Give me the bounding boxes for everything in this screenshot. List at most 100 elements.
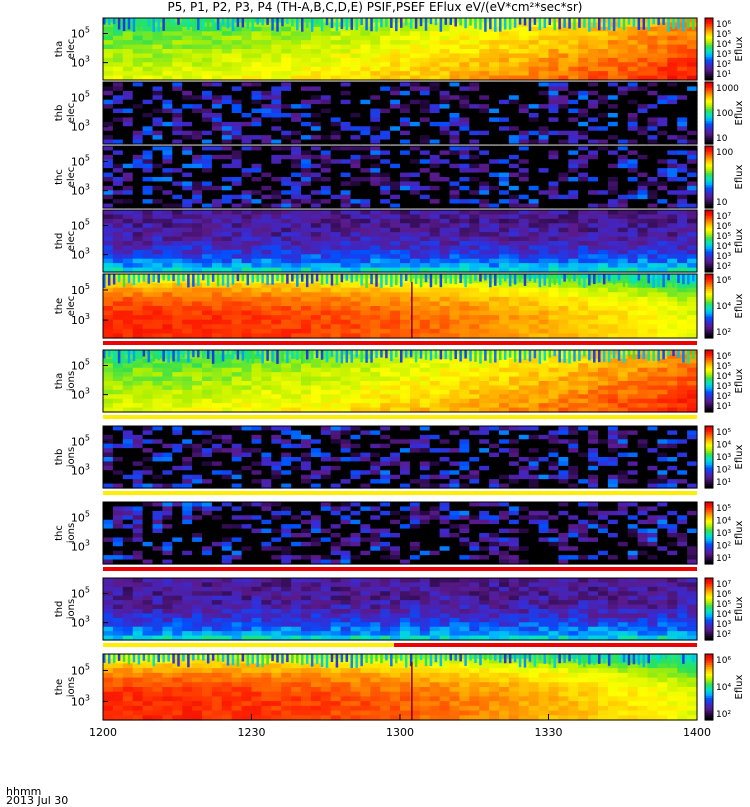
heatmap-cell [588,237,599,242]
heatmap-cell [390,250,401,255]
heatmap-cell [440,301,451,306]
heatmap-cell [539,190,550,195]
heatmap-cell [222,100,233,105]
heatmap-cell [360,199,371,204]
heatmap-cell [261,150,272,155]
heatmap-cell [123,228,134,233]
heatmap-cell [133,86,144,91]
heatmap-cell [598,49,609,54]
heatmap-cell [153,104,164,109]
heatmap-cell [608,368,619,373]
heatmap-cell [281,27,292,32]
heatmap-cell [608,164,619,169]
heatmap-cell [390,131,401,136]
heatmap-cell [341,40,352,45]
heatmap-cell [321,31,332,36]
heatmap-cell [608,263,619,268]
heatmap-cell [143,228,154,233]
heatmap-cell [331,49,342,54]
heatmap-cell [430,40,441,45]
heatmap-cell [410,131,421,136]
heatmap-cell [380,288,391,293]
heatmap-cell [242,40,253,45]
heatmap-cell [291,173,302,178]
heatmap-cell [331,113,342,118]
heatmap-cell [400,104,411,109]
heatmap-cell [311,173,322,178]
heatmap-cell [489,324,500,329]
heatmap-cell [370,223,381,228]
heatmap-cell [529,177,540,182]
heatmap-cell [281,372,292,377]
heatmap-cell [162,36,173,41]
heatmap-cell [598,288,609,293]
heatmap-cell [578,45,589,50]
heatmap-cell [588,219,599,224]
heatmap-cell [311,228,322,233]
heatmap-cell [479,177,490,182]
heatmap-cell [321,311,332,316]
heatmap-fringe [242,274,245,281]
heatmap-cell [430,214,441,219]
heatmap-cell [232,150,243,155]
heatmap-cell [687,186,698,191]
heatmap-cell [588,368,599,373]
heatmap-cell [311,199,322,204]
heatmap-cell [133,199,144,204]
heatmap-cell [608,219,619,224]
heatmap-cell [578,146,589,151]
heatmap-cell [153,109,164,114]
heatmap-cell [440,86,451,91]
heatmap-cell [360,250,371,255]
heatmap-cell [390,164,401,169]
heatmap-cell [261,109,272,114]
heatmap-cell [212,181,223,186]
heatmap-fringe [648,274,651,283]
heatmap-cell [123,31,134,36]
heatmap-cell [440,122,451,127]
heatmap-cell [172,86,183,91]
heatmap-cell [172,241,183,246]
heatmap-cell [608,122,619,127]
heatmap-cell [667,86,678,91]
heatmap-cell [519,301,530,306]
heatmap-cell [539,126,550,131]
heatmap-cell [410,186,421,191]
heatmap-cell [440,297,451,302]
heatmap-cell [400,100,411,105]
heatmap-cell [687,263,698,268]
heatmap-cell [321,95,332,100]
heatmap-cell [103,49,114,54]
heatmap-cell [390,254,401,259]
heatmap-cell [677,214,688,219]
heatmap-cell [133,53,144,58]
heatmap-fringe [479,18,482,30]
heatmap-cell [261,223,272,228]
heatmap-fringe [677,18,680,29]
heatmap-cell [172,232,183,237]
heatmap-cell [182,62,193,67]
heatmap-cell [133,245,144,250]
heatmap-cell [301,113,312,118]
heatmap-cell [123,223,134,228]
heatmap-cell [301,131,312,136]
heatmap-cell [182,117,193,122]
heatmap-cell [380,146,391,151]
heatmap-cell [450,82,461,87]
heatmap-cell [103,263,114,268]
heatmap-cell [380,95,391,100]
heatmap-cell [588,135,599,140]
heatmap-cell [459,329,470,334]
heatmap-cell [143,45,154,50]
heatmap-cell [301,155,312,160]
heatmap-cell [291,150,302,155]
heatmap-cell [232,131,243,136]
heatmap-cell [113,324,124,329]
heatmap-cell [380,168,391,173]
heatmap-cell [499,91,510,96]
heatmap-cell [212,190,223,195]
heatmap-cell [667,292,678,297]
heatmap-cell [103,372,114,377]
heatmap-cell [351,95,362,100]
